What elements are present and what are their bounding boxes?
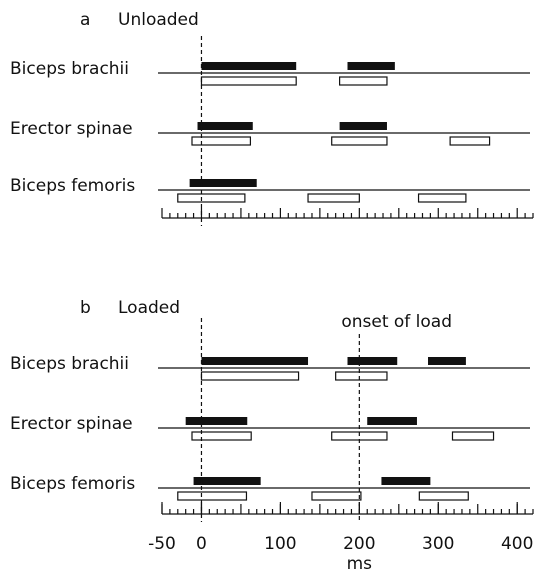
open-bar — [177, 193, 246, 203]
row-label: Biceps femoris — [10, 176, 135, 196]
row-label: Erector spinae — [10, 414, 133, 434]
open-bar — [339, 76, 388, 86]
x-tick-label: 300 — [422, 534, 454, 554]
open-bar — [417, 193, 467, 203]
panel-letter: b — [80, 298, 91, 318]
active-bar — [347, 62, 395, 70]
row-label: Biceps brachii — [10, 354, 129, 374]
active-bar — [193, 477, 261, 485]
active-bar — [428, 357, 466, 365]
x-tick-label: 200 — [343, 534, 375, 554]
active-bar — [189, 179, 257, 187]
active-bar — [367, 417, 417, 425]
x-tick-label: 400 — [501, 534, 533, 554]
open-bar — [191, 431, 252, 441]
active-bar — [201, 357, 309, 365]
x-axis-label: ms — [347, 554, 373, 571]
open-bar — [331, 136, 388, 146]
x-tick-label: 0 — [196, 534, 207, 554]
open-bar — [311, 491, 362, 501]
panel-title: Loaded — [118, 298, 180, 318]
x-tick-label: 100 — [264, 534, 296, 554]
row-label: Biceps brachii — [10, 59, 129, 79]
row-label: Biceps femoris — [10, 474, 135, 494]
open-bar — [307, 193, 360, 203]
open-bar — [335, 371, 388, 381]
panel-letter: a — [80, 10, 90, 30]
active-bar — [339, 122, 387, 130]
open-bar — [418, 491, 469, 501]
panel-title: Unloaded — [118, 10, 199, 30]
annotation: onset of load — [341, 312, 452, 332]
open-bar — [200, 76, 297, 86]
active-bar — [201, 62, 297, 70]
active-bar — [185, 417, 248, 425]
active-bar — [381, 477, 431, 485]
open-bar — [451, 431, 495, 441]
active-bar — [197, 122, 253, 130]
open-bar — [191, 136, 252, 146]
open-bar — [177, 491, 248, 501]
x-tick-label: -50 — [148, 534, 176, 554]
row-label: Erector spinae — [10, 119, 133, 139]
active-bar — [347, 357, 398, 365]
open-bar — [200, 371, 300, 381]
open-bar — [449, 136, 491, 146]
